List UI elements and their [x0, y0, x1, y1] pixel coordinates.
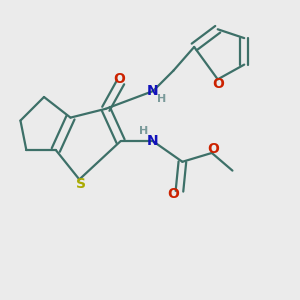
Text: N: N [147, 134, 159, 148]
Text: O: O [113, 72, 125, 86]
Text: S: S [76, 177, 86, 191]
Text: H: H [140, 126, 149, 136]
Text: N: N [147, 84, 159, 98]
Text: H: H [157, 94, 166, 104]
Text: O: O [168, 187, 179, 201]
Text: O: O [207, 142, 219, 155]
Text: O: O [212, 77, 224, 91]
